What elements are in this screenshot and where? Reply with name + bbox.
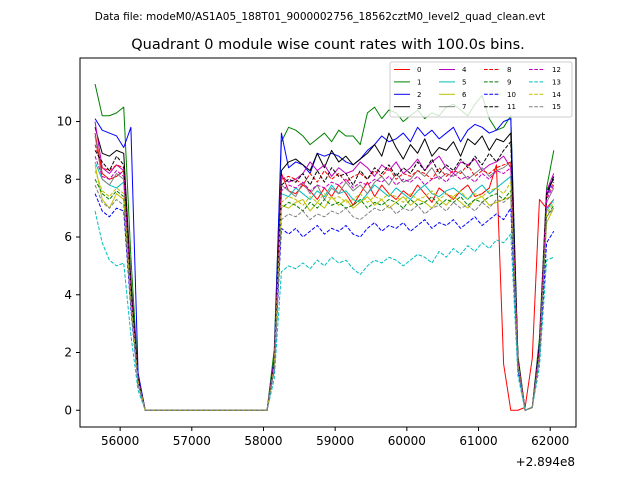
legend-label-0: 0 [417, 66, 421, 74]
y-tick-label: 4 [64, 288, 72, 302]
legend-label-9: 9 [507, 78, 511, 86]
series-line-3 [94, 127, 555, 411]
x-offset-label: +2.894e8 [516, 455, 575, 469]
ticks-layer: 56000 57000 58000 59000 60000 61000 62000 0 2 4 6 8… [57, 115, 570, 448]
x-tick-label: 58000 [244, 434, 282, 448]
legend-label-7: 7 [462, 103, 466, 111]
series-line-2 [94, 118, 555, 411]
x-tick-label: 60000 [388, 434, 426, 448]
series-line-6 [94, 164, 555, 411]
y-tick-label: 0 [64, 403, 72, 417]
series-line-0 [94, 132, 555, 411]
legend-label-4: 4 [462, 66, 467, 74]
legend-label-2: 2 [417, 91, 421, 99]
series-line-11 [94, 141, 555, 411]
x-tick-label: 56000 [101, 434, 139, 448]
series-line-15 [94, 184, 555, 411]
y-tick-label: 8 [64, 172, 72, 186]
legend-box [389, 61, 573, 118]
series-line-13 [94, 210, 554, 411]
series-line-9 [94, 179, 555, 411]
data-file-label: Data file: modeM0/AS1A05_188T01_90000027… [95, 11, 546, 23]
legend-label-14: 14 [552, 91, 561, 99]
legend-label-8: 8 [507, 66, 511, 74]
x-tick-label: 62000 [531, 434, 569, 448]
axes-frame [79, 57, 577, 428]
legend-label-12: 12 [552, 66, 561, 74]
legend-label-13: 13 [552, 78, 561, 86]
legend-label-11: 11 [507, 103, 516, 111]
y-tick-label: 6 [64, 230, 72, 244]
x-tick-label: 57000 [173, 434, 211, 448]
chart-title: Quadrant 0 module wise count rates with … [131, 37, 525, 53]
legend-label-15: 15 [552, 103, 561, 111]
legend-label-6: 6 [462, 91, 467, 99]
series-line-7 [94, 135, 555, 411]
series-line-4 [94, 121, 555, 411]
series-line-1 [94, 83, 555, 411]
legend-label-1: 1 [417, 78, 421, 86]
series-layer [94, 83, 555, 411]
x-tick-label: 59000 [316, 434, 354, 448]
series-line-14 [94, 170, 555, 411]
legend-label-10: 10 [507, 91, 516, 99]
series-line-8 [94, 144, 555, 411]
x-tick-label: 61000 [459, 434, 497, 448]
y-tick-label: 10 [57, 115, 72, 129]
series-line-10 [94, 193, 555, 411]
y-tick-label: 2 [64, 346, 72, 360]
legend-label-3: 3 [417, 103, 421, 111]
legend-label-5: 5 [462, 78, 466, 86]
series-line-12 [94, 156, 555, 411]
